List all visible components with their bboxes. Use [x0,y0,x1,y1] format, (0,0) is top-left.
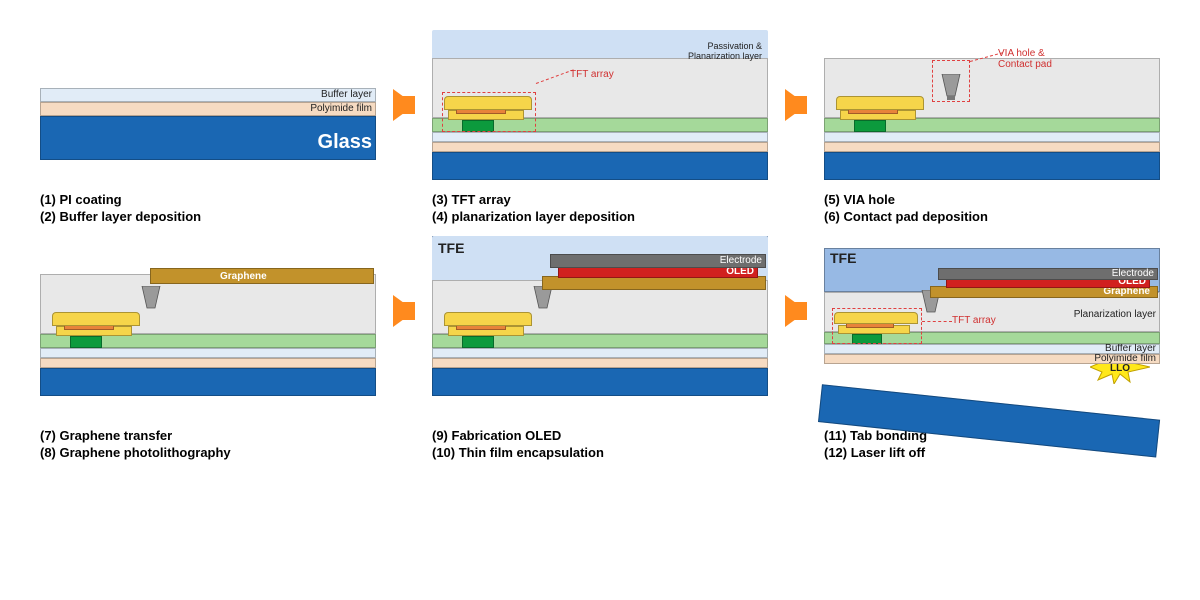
captions-9: (9) Fabrication OLED (10) Thin film enca… [432,426,768,462]
panel-9: OLED Electrode TFE [432,236,768,396]
arrow-2 [776,30,816,180]
captions-1: (1) PI coating (2) Buffer layer depositi… [40,190,376,226]
panel-9-canvas: OLED Electrode TFE [432,236,768,396]
panel-11-canvas: Glass LLO Polyimide film Buffer layer Pl… [824,236,1160,416]
panel-7: Graphene [40,236,376,396]
arrow-3 [384,236,424,386]
layer-polyimide [40,102,376,116]
captions-5: (5) VIA hole (6) Contact pad deposition [824,190,1160,226]
arrow-1 [384,30,424,180]
panel-7-canvas: Graphene [40,236,376,396]
panel-3-canvas: TFT array Passivation & Planarization la… [432,30,768,180]
llo-text: LLO [1110,363,1130,374]
via-callout-box [932,60,970,102]
tft-callout-box [442,92,536,132]
glass-detached-label: Glass [1090,386,1141,412]
panel-5: VIA hole & Contact pad [824,30,1160,180]
layer-buffer [40,88,376,102]
captions-3: (3) TFT array (4) planarization layer de… [432,190,768,226]
panel-5-canvas: VIA hole & Contact pad [824,30,1160,180]
arrow-4 [776,236,816,386]
graphene-sheet [150,268,374,284]
panel-11: Glass LLO Polyimide film Buffer layer Pl… [824,236,1160,416]
panel-1: Glass Polyimide film Buffer layer [40,30,376,180]
electrode-layer [550,254,766,268]
panel-3: TFT array Passivation & Planarization la… [432,30,768,180]
layer-glass [40,116,376,160]
captions-7: (7) Graphene transfer (8) Graphene photo… [40,426,376,462]
tfe-label: TFE [438,240,464,256]
